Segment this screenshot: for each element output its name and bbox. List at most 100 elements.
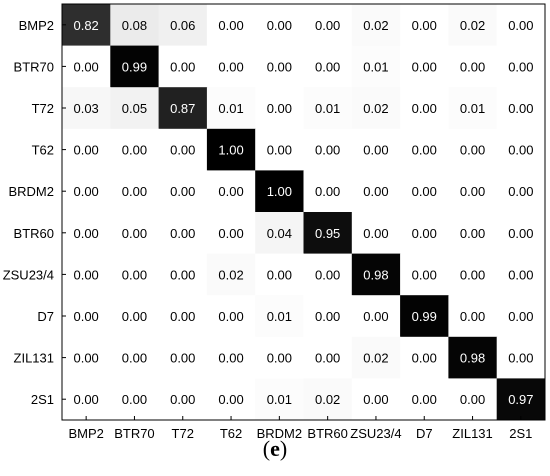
cell-value-label: 0.00	[122, 143, 147, 158]
heatmap-cell-zsu23-4-t62	[206, 253, 256, 296]
cell-value-label: 0.00	[460, 392, 485, 407]
x-tick-label: BTR60	[307, 426, 347, 441]
axis-ticks	[62, 24, 522, 420]
heatmap-cell-zil131-2s1	[496, 336, 546, 379]
heatmap-cell-d7-bmp2	[62, 295, 111, 338]
heatmap-cell-2s1-zsu23-4	[351, 378, 401, 421]
heatmap-cell-t62-btr60	[303, 128, 353, 171]
heatmap-cell-brdm2-t62	[206, 170, 256, 213]
heatmap-cell-btr60-d7	[400, 212, 449, 255]
cell-value-label: 0.00	[508, 267, 533, 282]
cell-value-label: 0.00	[412, 59, 437, 74]
heatmap-cell-brdm2-2s1	[496, 170, 546, 213]
heatmap-cell-zil131-t62	[206, 336, 256, 379]
heatmap-cell-d7-d7	[400, 295, 449, 338]
heatmap-cell-zil131-btr70	[110, 336, 160, 379]
heatmap-cell-btr70-t62	[206, 45, 256, 88]
heatmap-cell-t72-t62	[206, 87, 256, 130]
cell-value-label: 0.00	[508, 184, 533, 199]
y-tick-label: BTR70	[14, 59, 54, 74]
heatmap-cell-zil131-d7	[400, 336, 449, 379]
heatmap-cell-t72-zsu23-4	[351, 87, 401, 130]
cell-value-label: 0.00	[170, 226, 195, 241]
heatmap-cell-2s1-btr60	[303, 378, 353, 421]
heatmap-cell-2s1-2s1	[496, 378, 546, 421]
cell-value-label: 0.00	[170, 267, 195, 282]
cell-value-label: 0.00	[218, 392, 243, 407]
cell-value-label: 0.00	[73, 143, 98, 158]
heatmap-cell-brdm2-brdm2	[255, 170, 304, 213]
heatmap-cell-zsu23-4-bmp2	[62, 253, 111, 296]
heatmap-cell-t62-t62	[206, 128, 256, 171]
cell-value-label: 0.00	[218, 351, 243, 366]
cell-value-label: 0.00	[412, 143, 437, 158]
cell-value-label: 0.00	[73, 59, 98, 74]
cell-value-label: 0.00	[122, 392, 147, 407]
y-tick-label: D7	[37, 309, 54, 324]
plot-frame	[61, 3, 546, 421]
cell-value-label: 0.00	[73, 309, 98, 324]
cell-value-label: 0.00	[460, 143, 485, 158]
cell-value-label: 0.00	[412, 18, 437, 33]
cell-value-label: 1.00	[218, 143, 243, 158]
cell-value-label: 0.95	[315, 226, 340, 241]
heatmap-cell-d7-btr70	[110, 295, 160, 338]
cell-value-label: 0.00	[73, 184, 98, 199]
heatmap-cell-t62-zil131	[448, 128, 498, 171]
heatmap-cell-t72-btr70	[110, 87, 160, 130]
cell-value-label: 0.00	[267, 267, 292, 282]
cell-value-label: 0.04	[267, 226, 292, 241]
cell-value-label: 0.01	[363, 59, 388, 74]
cell-value-label: 0.97	[508, 392, 533, 407]
cell-value-label: 0.82	[73, 18, 98, 33]
cell-value-label: 0.99	[122, 59, 147, 74]
heatmap-cell-t72-2s1	[496, 87, 546, 130]
cell-value-label: 0.00	[315, 267, 340, 282]
heatmap-cell-btr60-t62	[206, 212, 256, 255]
heatmap-cell-d7-t62	[206, 295, 256, 338]
cell-value-label: 0.00	[363, 143, 388, 158]
cell-value-label: 0.00	[218, 18, 243, 33]
cell-value-label: 0.01	[267, 392, 292, 407]
cell-value-label: 0.01	[315, 101, 340, 116]
cell-value-label: 0.00	[315, 59, 340, 74]
heatmap-cell-t62-brdm2	[255, 128, 304, 171]
heatmap-cell-btr70-bmp2	[62, 45, 111, 88]
heatmap-cell-btr70-d7	[400, 45, 449, 88]
heatmap-cell-2s1-t72	[158, 378, 208, 421]
y-tick-label: BRDM2	[8, 184, 54, 199]
cell-value-label: 0.00	[170, 309, 195, 324]
cell-value-label: 0.00	[170, 184, 195, 199]
cell-value-label: 0.00	[170, 351, 195, 366]
heatmap-cell-d7-zil131	[448, 295, 498, 338]
heatmap-cell-zil131-bmp2	[62, 336, 111, 379]
x-tick-label: 2S1	[509, 426, 532, 441]
heatmap-cell-btr70-btr70	[110, 45, 160, 88]
heatmap-cell-2s1-btr70	[110, 378, 160, 421]
heatmap-cell-brdm2-bmp2	[62, 170, 111, 213]
cell-value-label: 0.00	[508, 226, 533, 241]
heatmap-cell-bmp2-t62	[206, 4, 256, 47]
cell-value-label: 0.02	[363, 18, 388, 33]
cell-value-label: 0.00	[412, 184, 437, 199]
heatmap-cell-t72-bmp2	[62, 87, 111, 130]
cell-value-label: 0.00	[315, 184, 340, 199]
cell-value-label: 0.00	[508, 309, 533, 324]
cell-value-label: 0.00	[267, 18, 292, 33]
cell-value-label: 0.00	[508, 351, 533, 366]
heatmap-cell-t72-brdm2	[255, 87, 304, 130]
heatmap-cell-brdm2-zsu23-4	[351, 170, 401, 213]
cell-value-label: 0.00	[218, 226, 243, 241]
heatmap-cell-zsu23-4-d7	[400, 253, 449, 296]
cell-value-label: 0.02	[218, 267, 243, 282]
heatmap-cell-btr60-zil131	[448, 212, 498, 255]
heatmap-cell-zil131-zil131	[448, 336, 498, 379]
heatmap-cell-2s1-zil131	[448, 378, 498, 421]
heatmap-cell-bmp2-zil131	[448, 4, 498, 47]
cell-value-label: 0.00	[315, 351, 340, 366]
cell-value-label: 0.02	[460, 18, 485, 33]
heatmap-cell-btr70-2s1	[496, 45, 546, 88]
cell-value-label: 0.00	[170, 59, 195, 74]
heatmap-cell-btr60-brdm2	[255, 212, 304, 255]
